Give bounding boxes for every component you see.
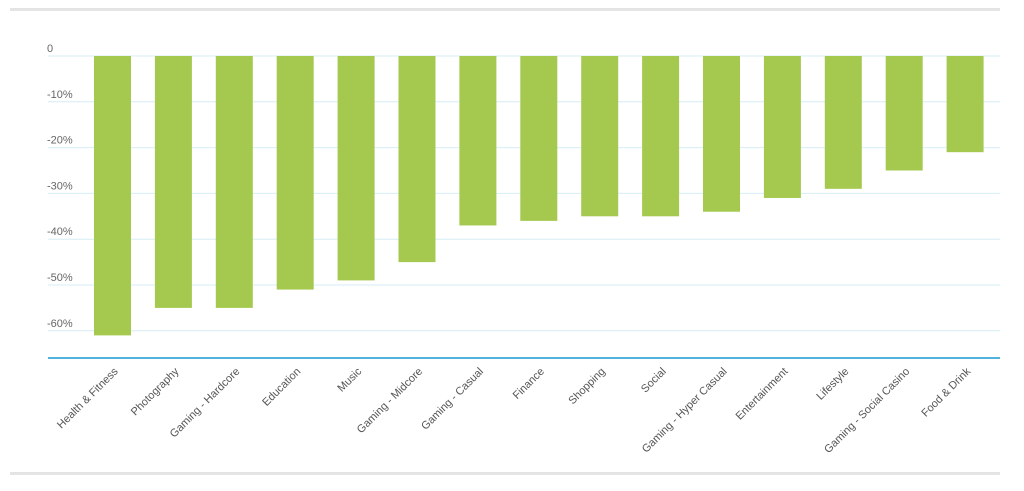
x-category-label: Gaming - Hardcore: [168, 366, 243, 441]
x-category-label: Music: [335, 365, 364, 394]
bar-education: [276, 56, 314, 290]
x-category-label: Education: [260, 366, 303, 409]
y-tick-label: 0: [47, 43, 53, 55]
y-tick-label: -40%: [47, 226, 73, 238]
x-category-label: Social: [639, 366, 669, 396]
bar-photography: [154, 56, 192, 308]
bar-lifestyle: [824, 56, 862, 189]
bar-music: [337, 56, 375, 281]
bar-gaming-casual: [459, 56, 497, 226]
x-category-label: Photography: [129, 365, 182, 418]
x-category-label: Gaming - Casual: [419, 366, 486, 433]
bar-gaming-social-casino: [885, 56, 923, 171]
bar-food-drink: [946, 56, 984, 153]
x-category-label: Gaming - Midcore: [355, 366, 425, 436]
bar-health-fitness: [94, 56, 131, 336]
bar-finance: [520, 56, 558, 221]
x-category-label: Shopping: [566, 366, 607, 407]
bar-gaming-hardcore: [215, 56, 253, 308]
y-tick-label: -10%: [47, 89, 73, 101]
bars: [94, 56, 984, 336]
x-category-label: Entertainment: [734, 366, 791, 423]
y-tick-label: -20%: [47, 135, 73, 147]
top-frame-line: [10, 8, 1000, 11]
y-tick-label: -30%: [47, 180, 73, 192]
y-tick-label: -60%: [47, 318, 73, 330]
y-axis-tick-labels: 0 -10% -20% -30% -40% -50% -60%: [47, 43, 73, 330]
bar-gaming-midcore: [398, 56, 436, 263]
y-tick-label: -50%: [47, 272, 73, 284]
bar-gaming-hyper-casual: [703, 56, 740, 212]
bar-social: [642, 56, 680, 217]
bar-entertainment: [763, 56, 801, 198]
bottom-frame-line: [10, 472, 1000, 475]
x-category-label: Lifestyle: [814, 366, 851, 403]
x-category-label: Finance: [511, 366, 547, 402]
x-category-label: Health & Fitness: [55, 365, 121, 431]
x-category-label: Food & Drink: [919, 365, 973, 419]
bar-shopping: [581, 56, 619, 217]
